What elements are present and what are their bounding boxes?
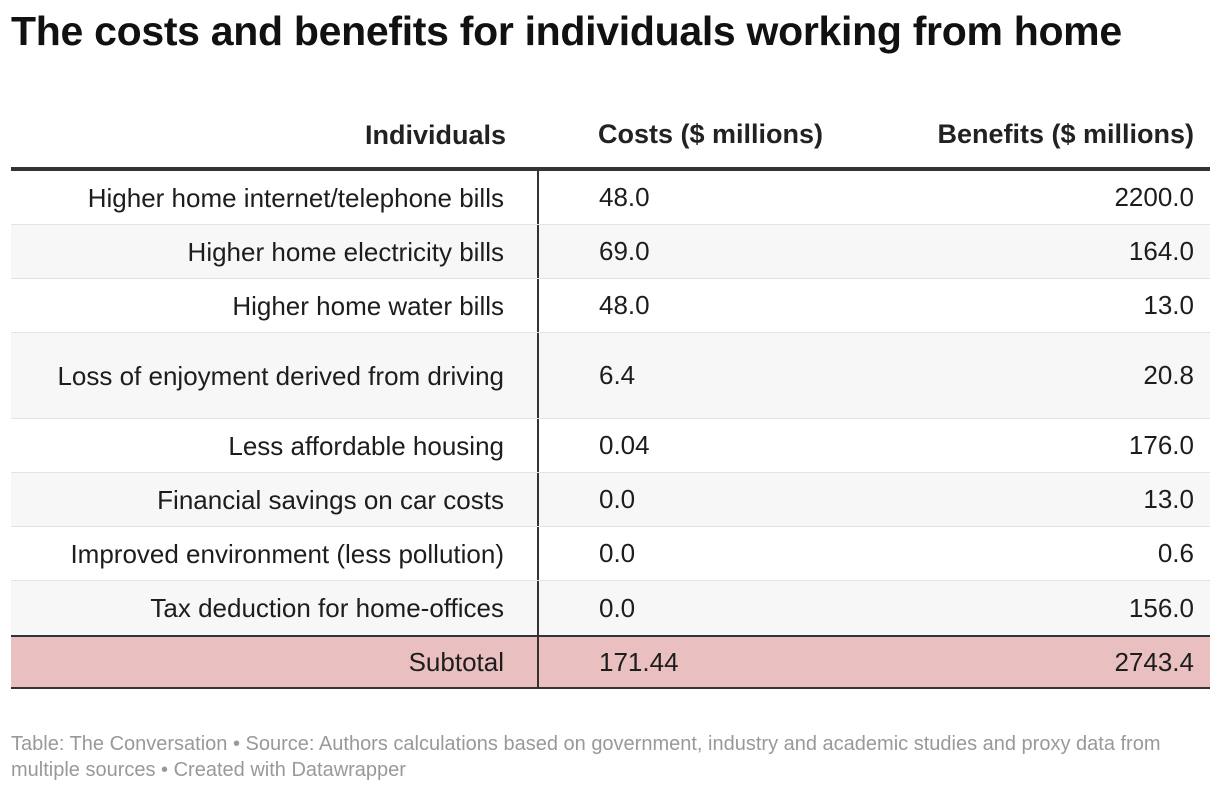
row-costs: 69.0 — [599, 236, 650, 266]
row-benefits: 176.0 — [1128, 430, 1194, 460]
table-row: Tax deduction for home-offices 0.0 156.0 — [11, 581, 1210, 635]
row-label: Improved environment (less pollution) — [11, 527, 539, 580]
row-costs: 6.4 — [599, 360, 636, 390]
header-benefits[interactable]: Benefits ($ millions) — [937, 119, 1194, 149]
row-costs: 0.04 — [599, 430, 650, 460]
table-row: Higher home electricity bills 69.0 164.0 — [11, 225, 1210, 279]
row-benefits: 156.0 — [1128, 592, 1194, 623]
row-benefits: 164.0 — [1128, 236, 1194, 266]
row-costs: 48.0 — [599, 182, 650, 212]
subtotal-row: Subtotal 171.44 2743.4 — [11, 635, 1210, 689]
row-label: Higher home electricity bills — [11, 225, 539, 278]
row-benefits: 13.0 — [1143, 484, 1194, 514]
table-row: Higher home water bills 48.0 13.0 — [11, 279, 1210, 333]
subtotal-costs: 171.44 — [599, 646, 679, 677]
chart-title: The costs and benefits for individuals w… — [11, 8, 1122, 54]
row-costs: 0.0 — [599, 592, 636, 623]
row-label: Higher home internet/telephone bills — [11, 171, 539, 224]
row-label: Less affordable housing — [11, 419, 539, 472]
row-label: Loss of enjoyment derived from driving — [11, 333, 539, 418]
row-label: Financial savings on car costs — [11, 473, 539, 526]
header-costs[interactable]: Costs ($ millions) — [598, 119, 824, 149]
subtotal-benefits: 2743.4 — [1114, 646, 1194, 677]
row-costs: 48.0 — [599, 290, 650, 320]
row-label: Tax deduction for home-offices — [11, 581, 539, 635]
row-benefits: 2200.0 — [1114, 182, 1194, 212]
row-benefits: 0.6 — [1157, 538, 1194, 568]
row-costs: 0.0 — [599, 484, 636, 514]
source-footer: Table: The Conversation • Source: Author… — [11, 733, 1161, 781]
table-header-row: Individuals Costs ($ millions) Benefits … — [11, 100, 1210, 171]
table-row: Loss of enjoyment derived from driving 6… — [11, 333, 1210, 419]
table-row: Improved environment (less pollution) 0.… — [11, 527, 1210, 581]
table-row: Higher home internet/telephone bills 48.… — [11, 171, 1210, 225]
row-costs: 0.0 — [599, 538, 636, 568]
table-row: Less affordable housing 0.04 176.0 — [11, 419, 1210, 473]
subtotal-label: Subtotal — [11, 637, 539, 687]
row-benefits: 20.8 — [1143, 360, 1194, 390]
header-individuals[interactable]: Individuals — [364, 119, 506, 150]
data-table: Individuals Costs ($ millions) Benefits … — [11, 100, 1210, 689]
table-row: Financial savings on car costs 0.0 13.0 — [11, 473, 1210, 527]
row-benefits: 13.0 — [1143, 290, 1194, 320]
row-label: Higher home water bills — [11, 279, 539, 332]
